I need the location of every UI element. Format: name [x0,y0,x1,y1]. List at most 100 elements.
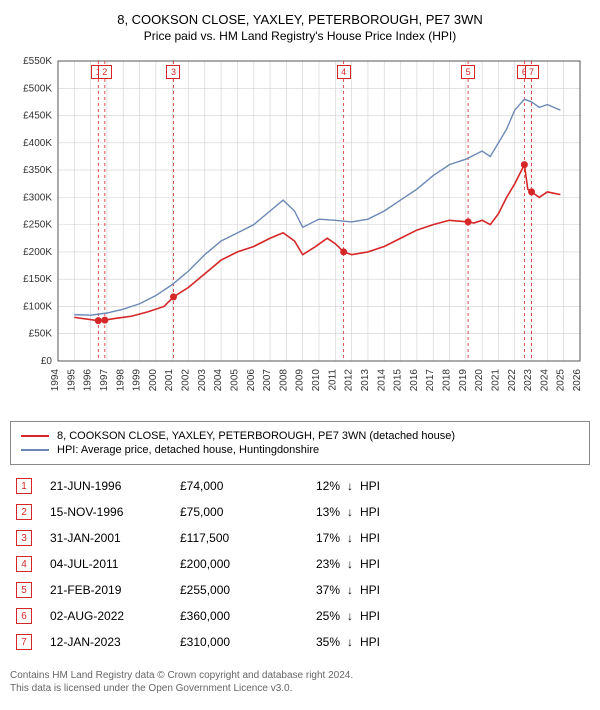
event-pct: 25% [290,609,340,623]
chart-marker-5: 5 [461,65,475,79]
event-row: 331-JAN-2001£117,50017%↓HPI [10,525,590,551]
event-date: 15-NOV-1996 [50,505,180,519]
event-row: 4 04-JUL-2011£200,00023%↓HPI [10,551,590,577]
svg-text:£550K: £550K [23,56,52,67]
arrow-down-icon: ↓ [340,635,360,649]
svg-text:2008: 2008 [278,369,289,392]
event-row: 5 21-FEB-2019£255,00037%↓HPI [10,577,590,603]
svg-text:2016: 2016 [409,369,420,392]
chart-marker-2: 2 [98,65,112,79]
event-date: 21-JUN-1996 [50,479,180,493]
svg-text:1998: 1998 [115,369,126,392]
event-row: 712-JAN-2023£310,00035%↓HPI [10,629,590,655]
footnote-line-2: This data is licensed under the Open Gov… [10,682,590,695]
svg-text:2014: 2014 [376,369,387,392]
svg-text:£50K: £50K [29,329,53,340]
event-suffix: HPI [360,583,380,597]
event-number: 1 [16,478,32,494]
svg-text:2002: 2002 [181,369,192,392]
page-subtitle: Price paid vs. HM Land Registry's House … [10,29,590,43]
event-suffix: HPI [360,557,380,571]
svg-text:£500K: £500K [23,83,52,94]
svg-text:2005: 2005 [229,369,240,392]
arrow-down-icon: ↓ [340,583,360,597]
svg-text:2006: 2006 [246,369,257,392]
svg-text:2011: 2011 [327,369,338,391]
event-row: 6 02-AUG-2022£360,00025%↓HPI [10,603,590,629]
footnote: Contains HM Land Registry data © Crown c… [10,669,590,695]
event-price: £310,000 [180,635,290,649]
svg-text:1994: 1994 [50,369,61,392]
event-pct: 37% [290,583,340,597]
event-price: £255,000 [180,583,290,597]
sale-events-table: 121-JUN-1996£74,00012%↓HPI215-NOV-1996£7… [10,473,590,655]
event-suffix: HPI [360,531,380,545]
svg-text:2022: 2022 [507,369,518,392]
event-suffix: HPI [360,635,380,649]
svg-text:2004: 2004 [213,369,224,392]
svg-text:2019: 2019 [458,369,469,392]
event-suffix: HPI [360,609,380,623]
chart-marker-7: 7 [525,65,539,79]
svg-text:2007: 2007 [262,369,273,392]
svg-text:2026: 2026 [572,369,583,392]
event-pct: 17% [290,531,340,545]
svg-text:2009: 2009 [295,369,306,392]
legend-swatch [21,449,49,451]
legend-item: HPI: Average price, detached house, Hunt… [21,444,579,456]
event-price: £200,000 [180,557,290,571]
event-row: 1 21-JUN-1996£74,00012%↓HPI [10,473,590,499]
event-number: 5 [16,582,32,598]
svg-text:2001: 2001 [164,369,175,392]
arrow-down-icon: ↓ [340,609,360,623]
svg-text:1995: 1995 [66,369,77,392]
event-date: 02-AUG-2022 [50,609,180,623]
svg-text:2013: 2013 [360,369,371,392]
svg-text:1997: 1997 [99,369,110,392]
event-number: 4 [16,556,32,572]
event-row: 215-NOV-1996£75,00013%↓HPI [10,499,590,525]
svg-text:1996: 1996 [83,369,94,392]
svg-text:2020: 2020 [474,369,485,392]
legend-label: 8, COOKSON CLOSE, YAXLEY, PETERBOROUGH, … [57,430,455,442]
legend-swatch [21,435,49,437]
event-pct: 13% [290,505,340,519]
legend-item: 8, COOKSON CLOSE, YAXLEY, PETERBOROUGH, … [21,430,579,442]
event-pct: 35% [290,635,340,649]
footnote-line-1: Contains HM Land Registry data © Crown c… [10,669,590,682]
svg-text:2018: 2018 [442,369,453,392]
arrow-down-icon: ↓ [340,557,360,571]
event-suffix: HPI [360,505,380,519]
event-number: 6 [16,608,32,624]
svg-text:2012: 2012 [344,369,355,392]
page-title: 8, COOKSON CLOSE, YAXLEY, PETERBOROUGH, … [10,12,590,27]
event-pct: 23% [290,557,340,571]
event-price: £75,000 [180,505,290,519]
event-price: £117,500 [180,531,290,545]
price-chart: £0£50K£100K£150K£200K£250K£300K£350K£400… [10,51,590,411]
chart-marker-3: 3 [166,65,180,79]
svg-text:£350K: £350K [23,165,52,176]
arrow-down-icon: ↓ [340,479,360,493]
svg-text:2000: 2000 [148,369,159,392]
event-pct: 12% [290,479,340,493]
event-number: 2 [16,504,32,520]
chart-marker-4: 4 [337,65,351,79]
legend-label: HPI: Average price, detached house, Hunt… [57,444,319,456]
event-date: 12-JAN-2023 [50,635,180,649]
svg-text:1999: 1999 [132,369,143,392]
svg-text:2024: 2024 [539,369,550,392]
svg-text:£450K: £450K [23,111,52,122]
svg-text:2010: 2010 [311,369,322,392]
event-price: £360,000 [180,609,290,623]
svg-text:2017: 2017 [425,369,436,392]
event-price: £74,000 [180,479,290,493]
event-date: 21-FEB-2019 [50,583,180,597]
svg-text:£300K: £300K [23,192,52,203]
svg-text:2003: 2003 [197,369,208,392]
svg-text:2025: 2025 [556,369,567,392]
event-suffix: HPI [360,479,380,493]
svg-text:£250K: £250K [23,220,52,231]
event-date: 04-JUL-2011 [50,557,180,571]
svg-text:£400K: £400K [23,138,52,149]
